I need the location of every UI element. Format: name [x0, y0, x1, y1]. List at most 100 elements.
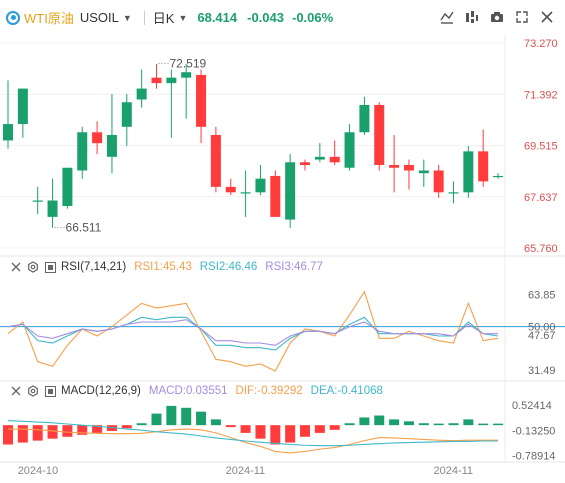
macd-histogram-bar: [329, 425, 340, 430]
indicator-icon[interactable]: [464, 9, 480, 25]
candle-body: [389, 165, 400, 168]
timeframe-dropdown-icon[interactable]: ▼: [178, 12, 188, 23]
line-style-icon[interactable]: [439, 9, 455, 25]
macd-histogram-bar: [270, 425, 281, 445]
macd-histogram-bar: [151, 413, 162, 426]
settings-gear-icon[interactable]: [27, 261, 39, 273]
candle-body: [403, 165, 414, 171]
x-axis-label: 2024-11: [434, 465, 474, 477]
candle-body: [17, 88, 28, 125]
macd-histogram-bar: [493, 423, 504, 426]
candle-body: [329, 156, 340, 163]
rsi-tick-label: 50.00: [528, 322, 556, 334]
macd-histogram-bar: [225, 425, 236, 428]
rsi3-value: RSI3:46.77: [265, 261, 323, 273]
rsi-line-rsi3: [7, 319, 499, 346]
candle-body: [32, 200, 43, 202]
candle-body: [463, 151, 474, 193]
candle-body: [270, 175, 281, 217]
macd-histogram-bar: [47, 425, 58, 439]
candle-body: [136, 88, 147, 100]
macd-histogram-bar: [240, 425, 251, 433]
indicator-toggle-icon[interactable]: [44, 385, 56, 397]
candle-body: [92, 132, 103, 144]
rsi-line-rsi1: [7, 290, 499, 372]
macd-histogram-bar: [196, 411, 207, 426]
hide-indicator-icon[interactable]: [10, 261, 22, 273]
price-tick-label: 71.392: [524, 89, 558, 101]
macd-histogram-bar: [433, 423, 444, 426]
price-tick-label: 73.270: [524, 38, 558, 50]
macd-histogram-bar: [418, 423, 429, 426]
expand-icon[interactable]: [514, 9, 530, 25]
chart-toolbar: WTI原油 USOIL ▼ 日K ▼ 68.414 -0.043 -0.06%: [0, 0, 565, 34]
macd-histogram-bar: [463, 419, 474, 426]
macd-tick-label: 0.52414: [512, 400, 552, 412]
price-tick-label: 67.637: [524, 192, 558, 204]
candle-body: [225, 186, 236, 193]
camera-icon[interactable]: [489, 9, 505, 25]
macd-histogram-bar: [255, 425, 266, 439]
macd-histogram-bar: [92, 425, 103, 433]
macd-histogram-bar: [106, 425, 117, 431]
macd-histogram-bar: [389, 419, 400, 426]
settings-gear-icon[interactable]: [27, 385, 39, 397]
rsi-tick-label: 47.67: [528, 330, 556, 342]
x-axis-label: 2024-11: [226, 465, 266, 477]
candle-body: [255, 178, 266, 193]
price-tick-label: 69.515: [524, 141, 558, 153]
macd-indicator-name[interactable]: MACD(12,26,9): [61, 385, 141, 397]
ticker-label[interactable]: USOIL: [79, 10, 119, 25]
candle-body: [448, 192, 459, 194]
price-change-percent: -0.06%: [292, 10, 334, 25]
macd-histogram-bar: [448, 423, 459, 426]
candle-body: [344, 132, 355, 168]
macd-histogram-bar: [478, 423, 489, 426]
x-axis-label: 2024-10: [18, 465, 58, 477]
hide-indicator-icon[interactable]: [10, 385, 22, 397]
dif-value: DIF:-0.39292: [235, 385, 303, 397]
low-price-label: 66.511: [66, 221, 102, 235]
macd-histogram-bar: [285, 425, 296, 443]
candle-body: [300, 162, 310, 166]
candle-body: [166, 77, 177, 84]
macd-histogram-bar: [166, 405, 177, 426]
rsi1-value: RSI1:45.43: [134, 261, 192, 273]
macd-histogram-bar: [62, 425, 73, 437]
macd-value: MACD:0.03551: [148, 385, 228, 397]
toolbar-divider: [143, 10, 145, 25]
candle-body: [62, 167, 73, 206]
candle-body: [3, 124, 13, 141]
rsi-tick-label: 63.85: [528, 289, 556, 301]
candle-body: [210, 134, 221, 187]
close-icon[interactable]: [539, 9, 555, 25]
candle-body: [121, 102, 132, 127]
price-change: -0.043: [247, 10, 284, 25]
candle-body: [478, 151, 489, 182]
rsi-legend: RSI(7,14,21) RSI1:45.43 RSI2:46.46 RSI3:…: [10, 261, 323, 273]
macd-line-dea: [7, 419, 499, 447]
macd-histogram-bar: [121, 425, 132, 429]
candle-body: [493, 175, 504, 178]
timeframe-select[interactable]: 日K: [152, 11, 175, 26]
macd-histogram-bar: [344, 423, 355, 426]
rsi-indicator-name[interactable]: RSI(7,14,21): [61, 261, 127, 273]
candle-body: [285, 162, 296, 220]
candle-body: [151, 77, 162, 84]
indicator-toggle-icon[interactable]: [44, 261, 56, 273]
symbol-dropdown-icon[interactable]: ▼: [122, 12, 132, 23]
macd-line-dif: [8, 428, 499, 454]
instrument-logo-icon: [6, 10, 20, 25]
macd-histogram-bar: [314, 425, 325, 433]
candle-body: [240, 192, 251, 194]
price-tick-label: 65.760: [524, 243, 558, 255]
macd-histogram-bar: [3, 425, 13, 445]
macd-histogram-bar: [136, 423, 147, 426]
candle-body: [77, 132, 88, 171]
candle-body: [359, 104, 370, 133]
macd-histogram-bar: [359, 417, 370, 426]
symbol-name[interactable]: WTI原油: [24, 11, 74, 26]
last-price: 68.414: [197, 10, 238, 25]
macd-tick-label: -0.78914: [512, 451, 555, 463]
